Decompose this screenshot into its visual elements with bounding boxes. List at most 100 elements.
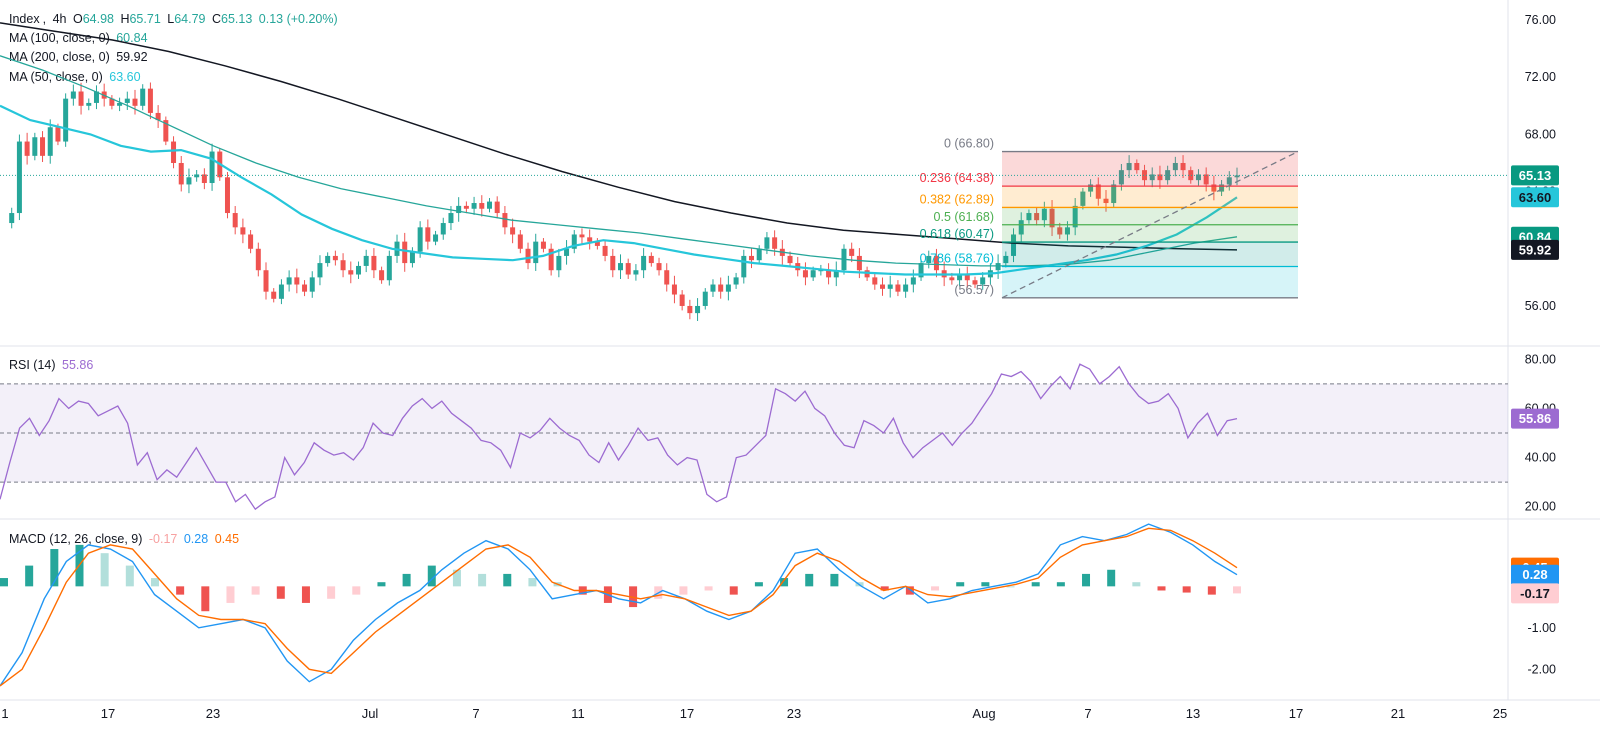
candle-body [163, 120, 169, 142]
candle-body [880, 284, 886, 289]
macd-histogram-bar [830, 573, 839, 587]
macd-histogram-bar [125, 565, 134, 587]
candle-body [78, 91, 84, 106]
candle-body [1134, 162, 1140, 171]
candle-body [510, 227, 516, 235]
candle-body [1049, 208, 1055, 228]
candle-body [1080, 191, 1086, 206]
candle-body [733, 277, 739, 285]
candle-body [695, 305, 701, 314]
candle-body [201, 174, 207, 184]
candle-body [140, 88, 146, 106]
candle-body [525, 248, 531, 264]
ma50-legend[interactable]: MA (50, close, 0) 63.60 [9, 70, 144, 84]
macd-line-tag: 0.28 [1511, 564, 1559, 585]
time-tick-label: 17 [1289, 706, 1303, 721]
candle-body [456, 205, 462, 214]
close-value: 65.13 [221, 12, 253, 26]
fib-level-label: 0.618 (60.47) [920, 227, 994, 241]
macd-histogram-bar [1107, 569, 1116, 587]
candle-body [63, 98, 69, 142]
candle-body [957, 274, 963, 281]
candle-body [379, 270, 385, 281]
candle-body [903, 284, 909, 292]
ma200-legend[interactable]: MA (200, close, 0) 59.92 [9, 50, 151, 64]
candle-body [895, 284, 901, 292]
candle-body [224, 177, 230, 214]
candle-body [587, 237, 593, 242]
candle-body [556, 255, 562, 271]
ma200-line [0, 22, 1238, 251]
candle-body [533, 241, 539, 264]
candle-body [1219, 184, 1225, 192]
candle-body [517, 234, 523, 249]
candle-body [1041, 208, 1047, 221]
candle-body [425, 227, 431, 242]
macd-legend[interactable]: MACD (12, 26, close, 9) -0.17 0.28 0.45 [9, 532, 242, 546]
price-tag-bg [1511, 187, 1559, 208]
candle-body [980, 277, 986, 285]
candle-body [47, 127, 53, 156]
macd-histogram-bar [201, 586, 210, 612]
fib-trend-line [1001, 150, 1299, 299]
ma50-label: MA (50, close, 0) [9, 70, 103, 84]
fib-zone [1002, 224, 1298, 243]
candle-body [1111, 184, 1117, 204]
last-price-tag: 65.13 [1511, 165, 1559, 186]
candle-body [749, 255, 755, 261]
ma100-legend[interactable]: MA (100, close, 0) 60.84 [9, 31, 151, 45]
candle-body [1149, 174, 1155, 181]
time-tick-label: 21 [1391, 706, 1405, 721]
candle-body [972, 280, 978, 285]
candle-body [171, 141, 177, 163]
macd-histogram-bar [276, 586, 285, 599]
macd-histogram-bar [1132, 582, 1141, 587]
candle-body [833, 270, 839, 278]
chart-legend-main: Index, 4h O64.98 H65.71 L64.79 C65.13 0.… [9, 12, 338, 26]
candle-body [687, 305, 693, 314]
close-label: C [211, 12, 221, 26]
fib-level-label: 0 (66.80) [944, 137, 994, 151]
candle-body [818, 270, 824, 272]
candle-body [664, 270, 670, 285]
price-tick-label: 56.00 [1525, 299, 1556, 313]
candle-body [255, 248, 261, 271]
time-tick-label: 17 [680, 706, 694, 721]
fib-level-label: (56.57) [954, 283, 994, 297]
macd-histogram-bar [1207, 586, 1216, 595]
candle-body [486, 201, 492, 209]
candle-body [386, 255, 392, 281]
fib-level-label: 0.382 (62.89) [920, 192, 994, 206]
macd-histogram [0, 544, 1241, 612]
price-tag-label: -0.17 [1520, 586, 1550, 601]
price-tag-label: 0.28 [1522, 567, 1547, 582]
macd-histogram-bar [150, 578, 159, 587]
candle-body [302, 284, 308, 292]
macd-histogram-bar [754, 582, 763, 587]
time-tick-label: 1 [1, 706, 8, 721]
candle-body [132, 98, 138, 106]
macd-histogram-bar [1182, 586, 1191, 593]
candle-body [263, 270, 269, 292]
price-tag-bg [1511, 239, 1559, 260]
candle-body [232, 213, 238, 228]
ma200-label: MA (200, close, 0) [9, 50, 110, 64]
candle-body [1026, 213, 1032, 221]
candle-body [910, 277, 916, 285]
macd-tick-label: -2.00 [1528, 662, 1557, 676]
candle-body [463, 205, 469, 209]
macd-histogram-bar [352, 586, 361, 595]
candle-body [355, 265, 361, 275]
ma200-value: 59.92 [116, 50, 148, 64]
macd-tick-label: -1.00 [1528, 621, 1557, 635]
candle-body [702, 291, 708, 306]
candle-body [648, 255, 654, 264]
price-tag-label: 65.13 [1519, 168, 1552, 183]
candle-body [1211, 184, 1217, 192]
rsi-legend[interactable]: RSI (14) 55.86 [9, 358, 96, 372]
candle-body [926, 255, 932, 264]
candle-body [656, 263, 662, 271]
macd-histogram-bar [50, 549, 59, 587]
ma50-value: 63.60 [109, 70, 141, 84]
